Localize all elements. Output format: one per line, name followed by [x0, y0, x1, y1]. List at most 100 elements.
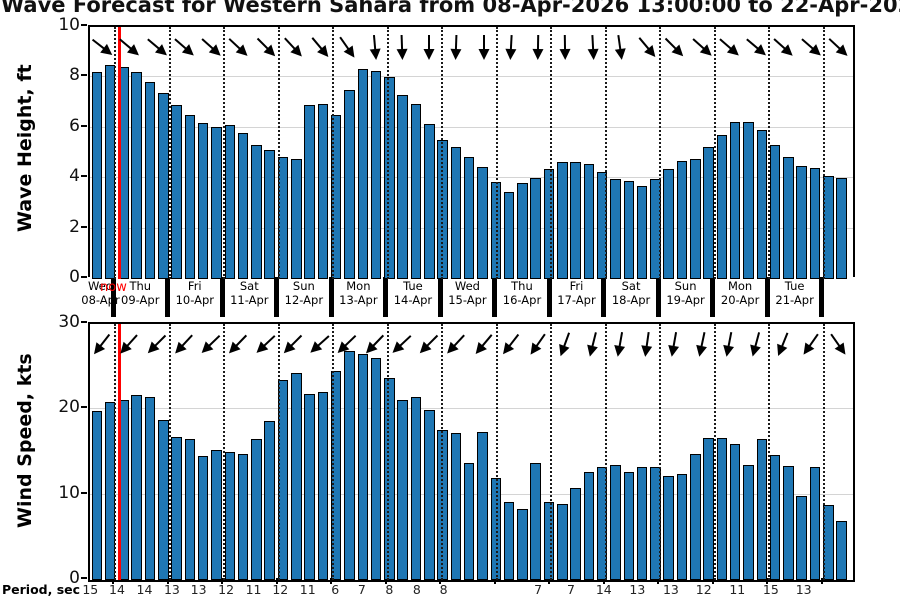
wind-speed-bar [663, 475, 674, 580]
wave-height-bar [291, 159, 302, 279]
period-row-label: Period, sec [2, 582, 81, 597]
wave-height-bar [330, 115, 342, 279]
y-tick-mark [81, 74, 87, 77]
day-label: Fri 17-Apr [550, 279, 604, 308]
direction-arrow-icon [711, 326, 746, 361]
y-tick-mark [81, 225, 87, 228]
day-separator [655, 277, 661, 317]
wind-speed-bar [158, 420, 169, 580]
day-of-week: Wed [87, 279, 114, 293]
y-tick-mark [81, 321, 87, 323]
day-date: 15-Apr [448, 293, 487, 308]
x-tick-mark [493, 578, 496, 584]
wave-height-bar [384, 77, 395, 279]
direction-arrow-icon [817, 26, 859, 68]
y-tick-label: 10 [58, 482, 80, 503]
direction-arrow-icon [680, 26, 722, 68]
direction-arrow-icon [244, 26, 286, 68]
period-value: 7 [534, 582, 543, 597]
direction-arrow-icon [386, 31, 417, 62]
wind-speed-bar [224, 452, 236, 580]
day-separator [764, 277, 770, 317]
day-of-week: Fri [187, 279, 202, 293]
wind-speed-bar [184, 439, 196, 580]
day-date: 14-Apr [393, 293, 433, 308]
day-date: 09-Apr [121, 293, 160, 308]
period-value: 7 [566, 582, 575, 597]
wave-height-bar [397, 95, 408, 279]
direction-arrow-icon [272, 26, 314, 68]
day-separator [710, 277, 716, 317]
day-boundary-line [768, 324, 771, 580]
date-axis-band: Wed 08-Apr Thu 09-Apr Fri 10-Apr Sat 11-Apr Sun 1… [81, 277, 878, 317]
wind-speed-bar [397, 399, 408, 580]
wave-height-bar [224, 125, 236, 279]
wave-height-bar [503, 192, 515, 279]
wind-speed-bar [809, 466, 821, 580]
period-value: 8 [385, 582, 394, 597]
wind-speed-bar [729, 444, 741, 580]
gridline [90, 408, 853, 410]
day-label: Thu 16-Apr [495, 279, 549, 308]
day-separator [328, 277, 334, 317]
wave-height-bar [836, 178, 847, 279]
day-boundary-line [168, 27, 171, 279]
y-tick-label: 6 [69, 115, 80, 136]
wind-speed-bar [743, 464, 754, 580]
y-tick-mark [81, 406, 87, 409]
y-tick-mark [81, 577, 87, 579]
direction-arrow-icon [490, 323, 532, 365]
gridline [90, 76, 853, 78]
wind-speed-bar [756, 439, 768, 580]
wave-height-bar [237, 132, 249, 279]
period-value: 8 [439, 582, 448, 597]
wave-height-bar [450, 146, 462, 279]
direction-arrow-icon [163, 26, 205, 68]
wind-speed-bar [357, 353, 369, 580]
wave-height-bar [623, 180, 635, 279]
day-boundary-line [441, 27, 444, 279]
day-boundary-line [223, 324, 226, 580]
period-value: 13 [190, 582, 207, 597]
direction-arrow-icon [626, 26, 668, 68]
day-of-week: Wed [454, 279, 480, 293]
direction-arrow-icon [244, 323, 286, 365]
wave-height-bar [344, 90, 355, 279]
y-tick-label: 4 [69, 166, 80, 187]
day-boundary-line [223, 27, 226, 279]
direction-arrow-icon [523, 32, 554, 63]
x-tick-mark [275, 578, 278, 584]
period-value: 11 [729, 582, 746, 597]
day-separator [546, 277, 552, 317]
direction-arrow-icon [630, 327, 664, 361]
wave-height-bar [158, 92, 169, 279]
wind-speed-bar [450, 433, 462, 580]
wind-speed-bar [330, 370, 342, 580]
direction-arrow-icon [735, 26, 777, 68]
period-value: 14 [109, 582, 125, 597]
direction-arrow-icon [81, 323, 123, 365]
day-boundary-line [441, 324, 444, 580]
wave-height-bar [144, 82, 156, 279]
day-date: 12-Apr [284, 293, 324, 308]
wave-height-bar [357, 68, 369, 279]
day-boundary-line [168, 324, 171, 580]
wave-height-bar [796, 165, 807, 279]
direction-arrow-icon [190, 323, 232, 365]
day-of-week: Fri [569, 279, 584, 293]
wave-height-bar [703, 146, 714, 279]
wind-speed-bar [676, 474, 688, 580]
direction-arrow-icon [517, 323, 559, 365]
day-boundary-line [277, 27, 280, 279]
now-line [117, 27, 121, 279]
wave-height-bar [783, 156, 794, 279]
wind-speed-bar [317, 392, 329, 580]
wind-speed-bar [530, 463, 541, 580]
day-boundary-line [713, 324, 716, 580]
x-tick-mark [820, 578, 823, 584]
day-of-week: Sun [674, 279, 697, 293]
direction-arrow-icon [577, 31, 609, 63]
day-label: Mon 13-Apr [331, 279, 385, 308]
direction-arrow-icon [657, 327, 692, 362]
